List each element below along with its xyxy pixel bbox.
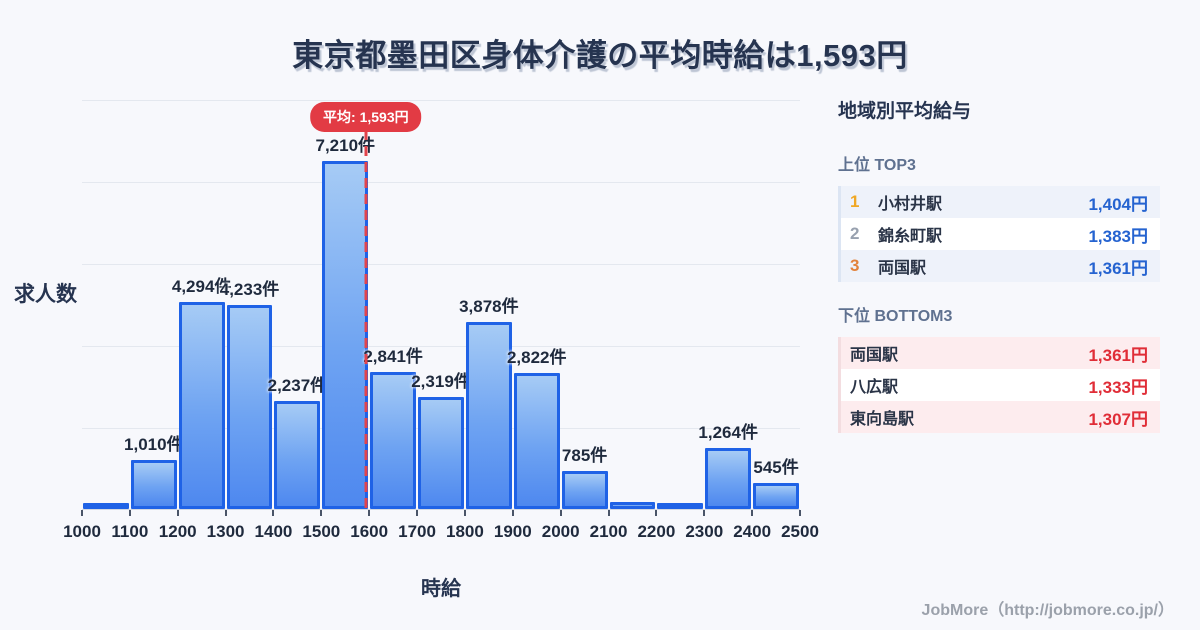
station-row: 3 両国駅 1,361円 [841, 250, 1160, 282]
bottom3-table: 両国駅 1,361円八広駅 1,333円東向島駅 1,307円 [838, 337, 1160, 433]
x-tick-label: 1200 [158, 522, 197, 541]
x-tick-mark [176, 510, 179, 516]
rank-number: 3 [850, 256, 860, 275]
station-name: 錦糸町駅 [878, 228, 943, 245]
x-tick-label: 2000 [541, 522, 580, 541]
x-tick-mark [224, 510, 227, 516]
footer-credit: JobMore（http://jobmore.co.jp/） [921, 602, 1174, 619]
x-tick-label: 2200 [637, 522, 676, 541]
histogram-bar [83, 503, 129, 509]
x-tick-label: 1400 [254, 522, 293, 541]
station-wage-value: 1,333円 [1088, 377, 1148, 397]
x-tick-label: 1700 [398, 522, 436, 541]
bar-value-label: 545件 [753, 457, 799, 477]
x-tick-label: 1500 [302, 522, 341, 541]
x-tick-mark [607, 510, 610, 516]
x-tick-label: 1100 [111, 522, 149, 541]
x-tick-mark [320, 510, 323, 516]
x-tick-mark [416, 510, 419, 516]
histogram-bar [274, 401, 321, 509]
gridline [82, 346, 800, 347]
sidebar-title: 地域別平均給与 [838, 101, 972, 122]
page-title: 東京都墨田区身体介護の平均時給は1,593円 [292, 38, 908, 73]
x-tick-label: 2400 [733, 522, 772, 541]
station-name: 両国駅 [850, 347, 899, 364]
histogram-bar [657, 503, 704, 509]
bar-value-label: 785件 [561, 446, 608, 466]
histogram-bar [370, 371, 417, 509]
x-tick-mark [703, 510, 706, 516]
station-wage-value: 1,383円 [1088, 226, 1148, 246]
x-axis-ticks: 1000 1100 1200 1300 1400 1500 1600 1700 1800 1900… [63, 522, 819, 546]
histogram-plot-area: 1,010件 4,294件 4,233件 2,237件 7,210件 2,841件 2,31… [81, 100, 801, 516]
station-row: 1 小村井駅 1,404円 [841, 186, 1160, 218]
histogram-bar [465, 321, 512, 509]
gridline [82, 264, 800, 265]
average-line [364, 130, 368, 509]
bar-value-label: 3,878件 [459, 296, 519, 316]
x-tick-label: 2500 [781, 522, 819, 541]
x-tick-label: 1900 [493, 522, 532, 541]
histogram-bar [418, 397, 464, 509]
bar-value-label: 1,010件 [124, 435, 184, 455]
histogram-bar [322, 161, 369, 509]
bar-value-label: 2,319件 [411, 372, 471, 392]
x-tick-label: 1800 [446, 522, 484, 541]
bottom3-heading: 下位 BOTTOM3 [838, 308, 953, 325]
average-badge: 平均: 1,593円 [310, 102, 422, 132]
station-name: 両国駅 [878, 260, 927, 277]
rank-number: 2 [850, 224, 860, 243]
x-tick-mark [368, 510, 371, 516]
x-tick-mark [559, 510, 562, 516]
x-tick-label: 2100 [589, 522, 628, 541]
x-tick-mark [463, 510, 466, 516]
rank-number: 1 [850, 192, 860, 211]
x-tick-label: 1300 [206, 522, 245, 541]
station-row: 両国駅 1,361円 [841, 337, 1160, 369]
station-name: 小村井駅 [878, 196, 943, 213]
x-tick-mark [272, 510, 275, 516]
bar-value-label: 2,237件 [267, 376, 328, 396]
x-tick-mark [751, 510, 754, 516]
station-wage-value: 1,361円 [1088, 345, 1148, 365]
station-wage-value: 1,307円 [1088, 409, 1148, 429]
region-salary-sidebar: 地域別平均給与 上位 TOP3 1 小村井駅 1,404円 2 錦糸町駅 1,383円 3 両… [838, 96, 1160, 453]
bar-value-label: 4,233件 [219, 279, 280, 299]
station-name: 八広駅 [850, 379, 899, 396]
x-tick-mark [799, 510, 801, 516]
station-wage-value: 1,361円 [1088, 258, 1148, 278]
station-row: 東向島駅 1,307円 [841, 401, 1160, 433]
station-row: 八広駅 1,333円 [841, 369, 1160, 401]
histogram-bar [705, 448, 752, 509]
bar-value-label: 4,294件 [171, 276, 232, 296]
histogram-bar [513, 372, 560, 509]
histogram-bar [561, 471, 608, 509]
x-tick-label: 2300 [685, 522, 724, 541]
gridline [82, 100, 800, 101]
x-tick-mark [81, 510, 83, 516]
bar-value-label: 7,210件 [315, 136, 376, 155]
histogram-bar [178, 301, 225, 509]
bar-value-label: 2,822件 [506, 347, 567, 367]
bar-value-label: 2,841件 [363, 346, 423, 366]
top3-table: 1 小村井駅 1,404円 2 錦糸町駅 1,383円 3 両国駅 1,361円 [838, 186, 1160, 282]
y-axis-label: 求人数 [14, 283, 77, 306]
x-tick-mark [511, 510, 514, 516]
x-tick-label: 1600 [350, 522, 389, 541]
x-tick-mark [128, 510, 131, 516]
gridline [82, 182, 800, 183]
station-name: 東向島駅 [850, 411, 915, 428]
top3-heading: 上位 TOP3 [838, 157, 916, 174]
histogram-bar [130, 460, 177, 509]
bar-value-label: 1,264件 [698, 423, 758, 442]
histogram-bar [226, 304, 273, 509]
x-tick-label: 1000 [63, 522, 101, 541]
x-tick-mark [655, 510, 658, 516]
station-row: 2 錦糸町駅 1,383円 [841, 218, 1160, 250]
x-axis-label: 時給 [421, 578, 461, 600]
station-wage-value: 1,404円 [1088, 194, 1148, 214]
histogram-bar [609, 501, 656, 509]
histogram-bar [753, 482, 799, 509]
